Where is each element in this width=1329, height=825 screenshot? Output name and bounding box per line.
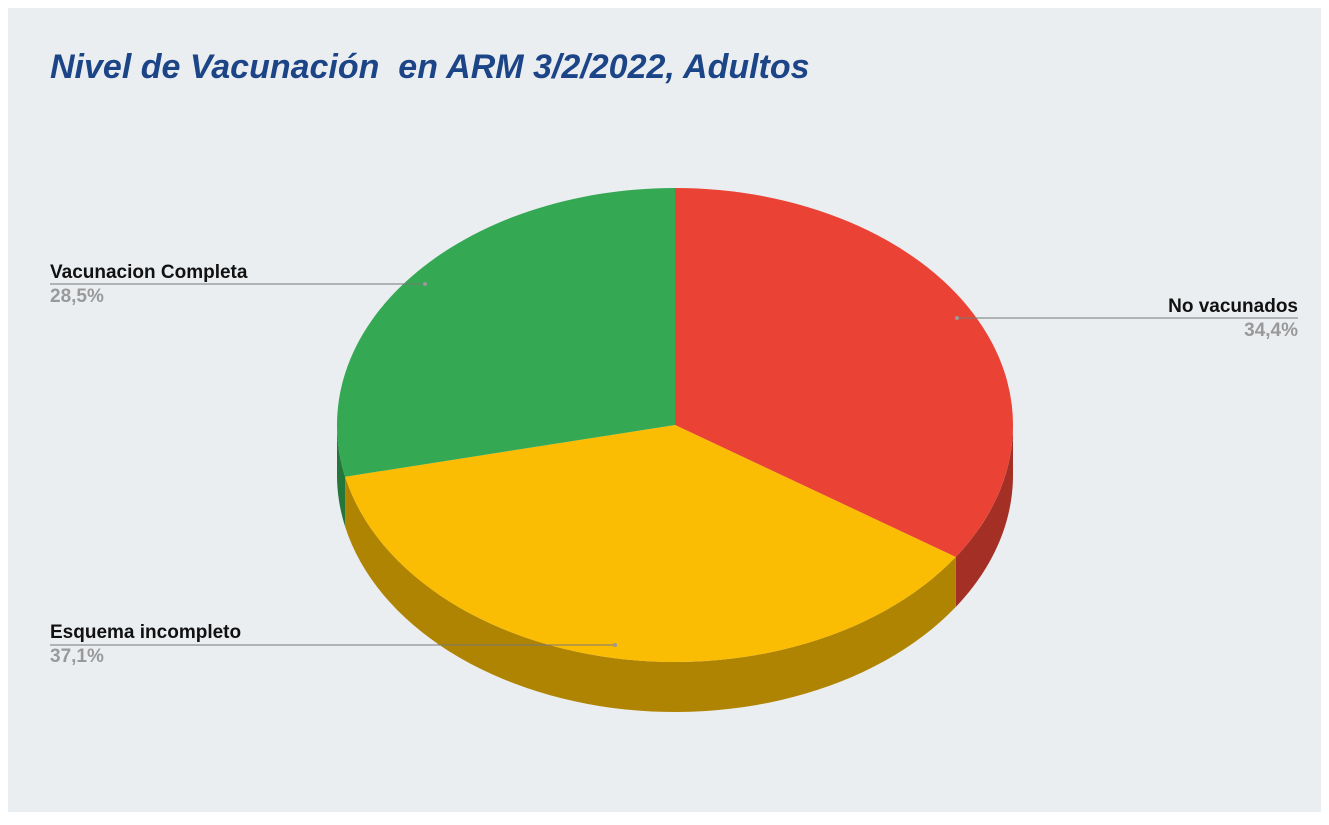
pie-slice bbox=[675, 188, 1013, 557]
slice-value-label: 28,5% bbox=[50, 286, 104, 307]
chart-title: Nivel de Vacunación en ARM 3/2/2022, Adu… bbox=[50, 48, 810, 86]
slice-value-label: 34,4% bbox=[1244, 320, 1298, 341]
slice-label: Vacunacion Completa bbox=[50, 262, 248, 283]
leader-dot bbox=[955, 316, 959, 320]
pie-side bbox=[955, 425, 1013, 607]
leader-dot bbox=[613, 643, 617, 647]
slice-label: Esquema incompleto bbox=[50, 622, 241, 643]
slice-value-label: 37,1% bbox=[50, 646, 104, 667]
pie-side bbox=[337, 425, 346, 527]
leader-dot bbox=[423, 282, 427, 286]
pie-slice bbox=[336, 188, 675, 477]
slice-label: No vacunados bbox=[1168, 296, 1298, 317]
pie-side bbox=[345, 476, 956, 712]
pie-slice bbox=[345, 425, 956, 662]
